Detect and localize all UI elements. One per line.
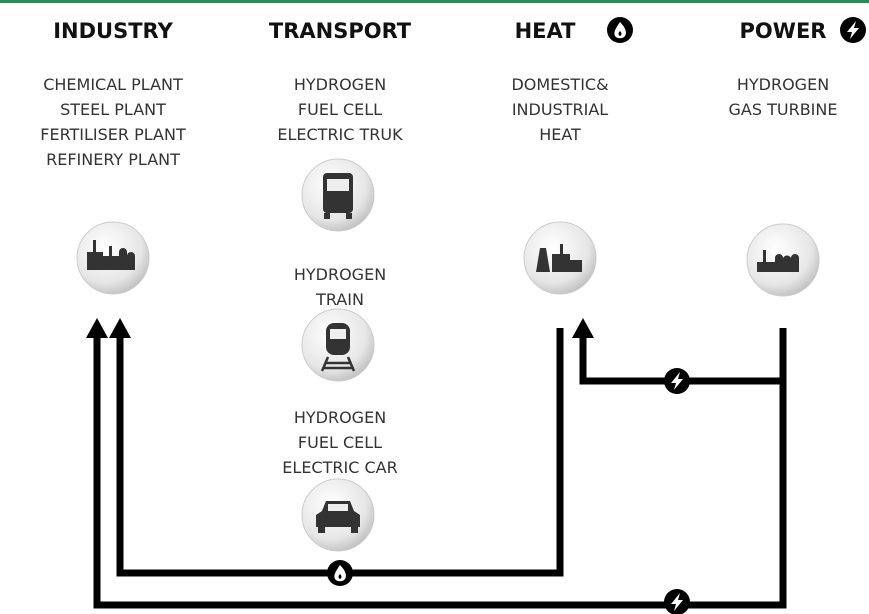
- column-title: POWER: [740, 19, 827, 43]
- column-line: DOMESTIC&: [511, 75, 608, 94]
- column-line: CHEMICAL PLANT: [43, 75, 183, 94]
- power-icon: [840, 17, 866, 43]
- column-line: STEEL PLANT: [60, 100, 166, 119]
- column-line: HYDROGEN: [294, 408, 386, 427]
- column-line: INDUSTRIAL: [512, 100, 608, 119]
- industry-icon: [76, 221, 150, 295]
- column-title: TRANSPORT: [269, 19, 412, 43]
- connectors: [86, 318, 787, 614]
- column-line: ELECTRIC TRUK: [277, 125, 403, 144]
- power-plant-icon: [746, 223, 820, 297]
- heat-plant-icon: [523, 221, 597, 295]
- column-line: ELECTRIC CAR: [282, 458, 397, 477]
- truck-icon: [301, 158, 375, 232]
- column-line: HYDROGEN: [294, 75, 386, 94]
- column-line: FUEL CELL: [298, 433, 382, 452]
- train-icon: [301, 308, 375, 382]
- column-line: HEAT: [539, 125, 581, 144]
- column-line: HYDROGEN: [294, 265, 386, 284]
- column-line: GAS TURBINE: [729, 100, 838, 119]
- column-line: HYDROGEN: [737, 75, 829, 94]
- column-title: HEAT: [515, 19, 577, 43]
- heat-icon: [607, 17, 633, 43]
- column-title: INDUSTRY: [53, 19, 173, 43]
- top-border: [0, 0, 869, 3]
- car-icon: [301, 478, 375, 552]
- column-line: FUEL CELL: [298, 100, 382, 119]
- column-line: REFINERY PLANT: [46, 150, 180, 169]
- column-line: FERTILISER PLANT: [40, 125, 186, 144]
- column-line: TRAIN: [315, 290, 364, 309]
